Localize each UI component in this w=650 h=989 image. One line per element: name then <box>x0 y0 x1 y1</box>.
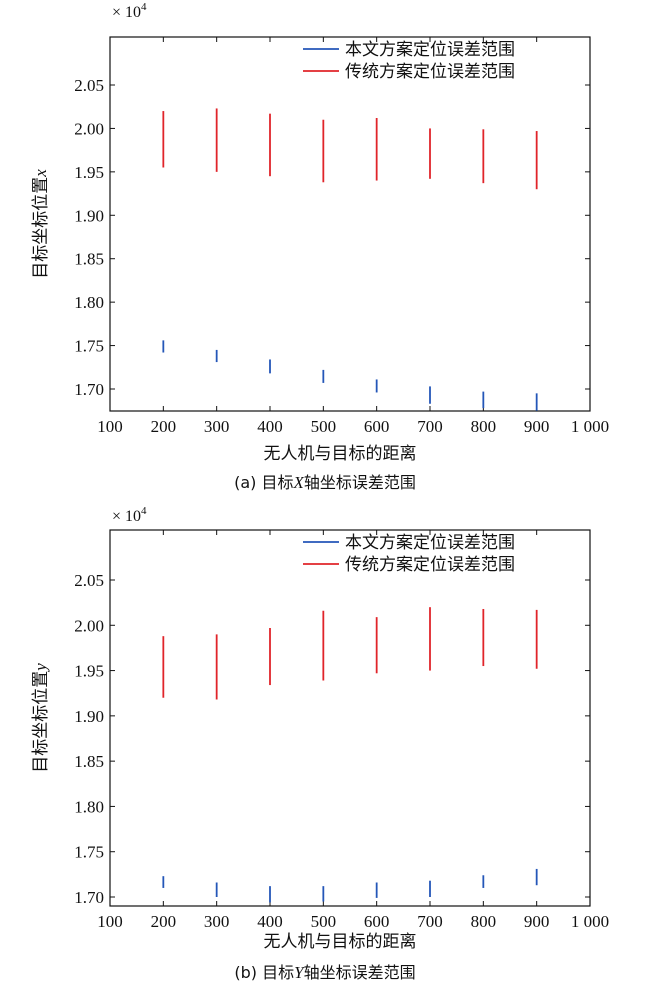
x-tick-label: 500 <box>311 417 337 436</box>
figure-caption: (a) 目标X轴坐标误差范围 <box>234 473 416 492</box>
x-tick-label: 300 <box>204 417 230 436</box>
y-tick-label: 1.75 <box>74 337 104 356</box>
y-tick-label: 2.05 <box>74 571 104 590</box>
y-axis-label: 目标坐标位置y <box>31 663 51 773</box>
legend-label: 传统方案定位误差范围 <box>345 555 515 575</box>
chart-1: 100 200 300 400 500 600 700 800 900 1 000 2.05 2.00… <box>31 505 609 982</box>
x-tick-label: 1 000 <box>571 912 609 931</box>
caption-axis: Y <box>294 963 305 982</box>
y-tick-label: 1.80 <box>74 293 104 312</box>
chart-0: 100 200 300 400 500 600 700 800 900 1 000 2.05 2.00… <box>31 1 609 492</box>
x-tick-label: 100 <box>97 417 123 436</box>
x-tick-label: 600 <box>364 417 390 436</box>
figure-caption: (b) 目标Y轴坐标误差范围 <box>234 963 415 982</box>
y-multiplier: × 104 <box>112 1 147 21</box>
y-tick-label: 1.85 <box>74 250 104 269</box>
x-tick-label: 200 <box>151 417 177 436</box>
y-tick-label: 1.90 <box>74 206 104 225</box>
y-tick-label: 2.00 <box>74 119 104 138</box>
caption-suffix: 轴坐标误差范围 <box>304 473 416 492</box>
x-tick-label: 900 <box>524 912 550 931</box>
y-tick-label: 2.05 <box>74 76 104 95</box>
caption-axis: X <box>292 473 304 492</box>
x-tick-label: 300 <box>204 912 230 931</box>
x-tick-label: 700 <box>417 417 443 436</box>
y-axis-label: 目标坐标位置x <box>31 169 51 279</box>
legend-label: 本文方案定位误差范围 <box>345 533 515 553</box>
x-tick-label: 1 000 <box>571 417 609 436</box>
y-axis-label-var: y <box>31 663 50 673</box>
y-axis-label-var: x <box>31 169 50 178</box>
legend-label: 传统方案定位误差范围 <box>345 62 515 82</box>
y-multiplier-exponent: 4 <box>141 505 147 517</box>
plot-frame <box>109 529 591 907</box>
y-tick-label: 1.85 <box>74 752 104 771</box>
x-tick-label: 800 <box>471 417 497 436</box>
x-tick-label: 900 <box>524 417 550 436</box>
y-tick-label: 1.75 <box>74 843 104 862</box>
y-tick-label: 1.80 <box>74 797 104 816</box>
y-axis-label-text: 目标坐标位置 <box>31 671 51 773</box>
x-tick-label: 800 <box>471 912 497 931</box>
x-tick-label: 700 <box>417 912 443 931</box>
x-tick-label: 400 <box>257 912 283 931</box>
y-tick-label: 1.70 <box>74 888 104 907</box>
caption-suffix: 轴坐标误差范围 <box>304 963 416 982</box>
y-multiplier: × 104 <box>112 505 147 525</box>
x-axis-label: 无人机与目标的距离 <box>264 932 417 952</box>
y-tick-label: 1.70 <box>74 380 104 399</box>
x-axis-label: 无人机与目标的距离 <box>264 444 417 464</box>
x-tick-label: 500 <box>311 912 337 931</box>
y-multiplier-exponent: 4 <box>141 1 147 13</box>
plot-frame <box>109 36 591 412</box>
x-tick-label: 600 <box>364 912 390 931</box>
caption-prefix: (b) 目标 <box>234 963 294 982</box>
x-tick-label: 100 <box>97 912 123 931</box>
x-tick-label: 200 <box>151 912 177 931</box>
y-tick-label: 2.00 <box>74 616 104 635</box>
y-axis-label-text: 目标坐标位置 <box>31 177 51 279</box>
y-tick-label: 1.90 <box>74 707 104 726</box>
caption-prefix: (a) 目标 <box>234 473 293 492</box>
y-tick-label: 1.95 <box>74 163 104 182</box>
legend-label: 本文方案定位误差范围 <box>345 40 515 60</box>
y-tick-label: 1.95 <box>74 662 104 681</box>
x-tick-label: 400 <box>257 417 283 436</box>
